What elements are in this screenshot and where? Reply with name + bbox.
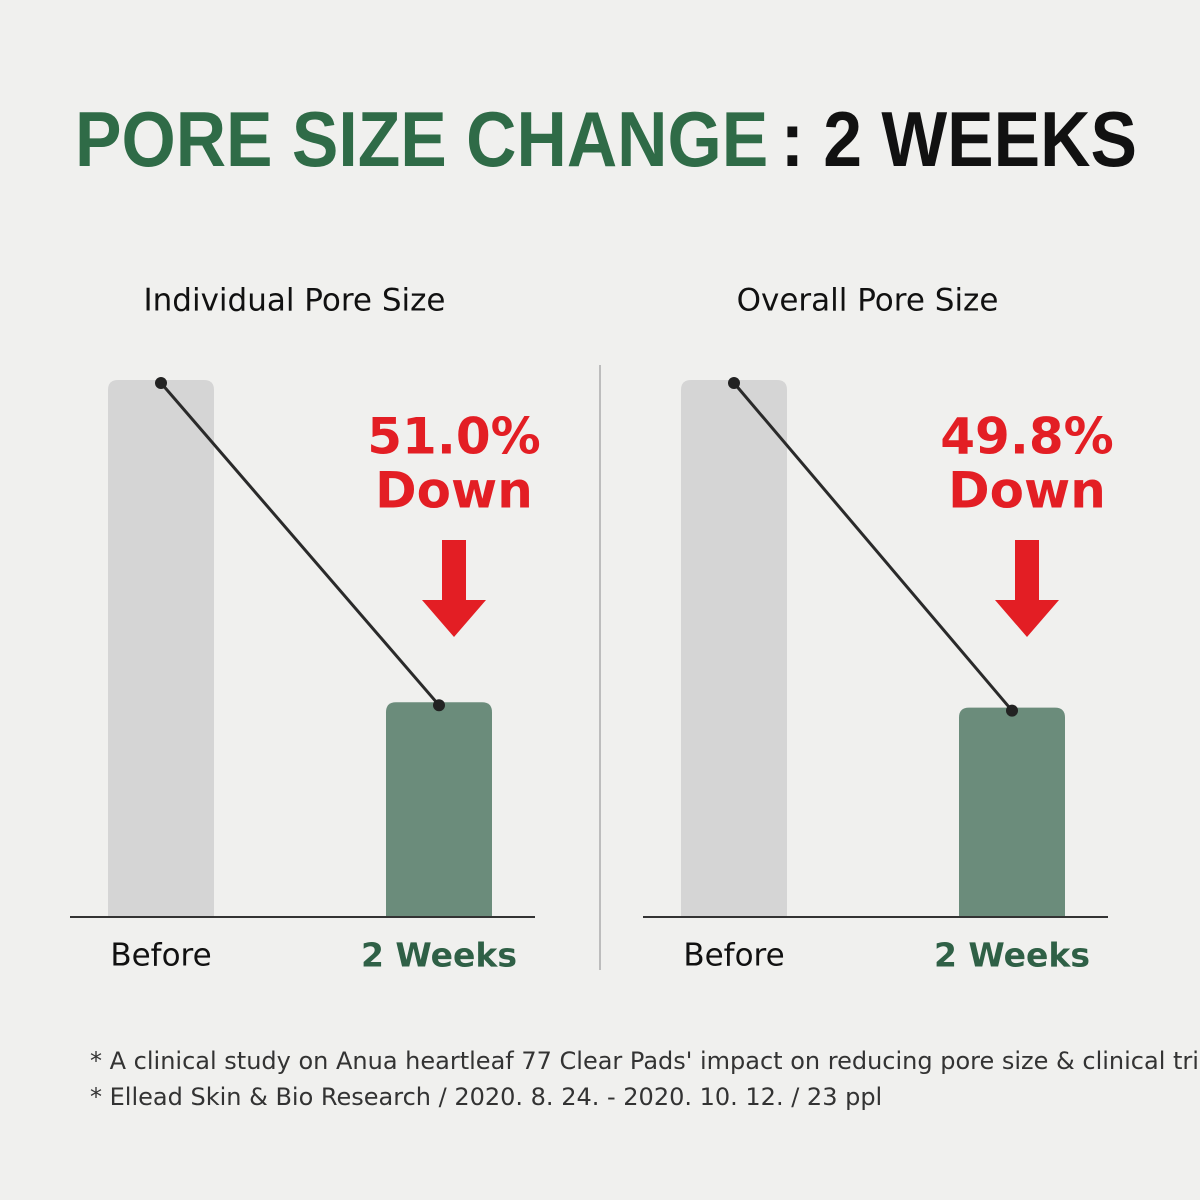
annotation: Down [375,462,533,520]
x-tick-label: 2 Weeks [361,936,517,975]
trend-dot [1006,704,1018,717]
down-arrow [422,540,486,637]
chart-title: Overall Pore Size [737,283,999,319]
footnote: * A clinical study on Anua heartleaf 77 … [90,1047,1200,1075]
annotation: 51.0% [367,408,540,466]
title-main: PORE SIZE CHANGE [75,95,768,183]
bar [959,707,1065,917]
bar [108,380,214,917]
title-sub: : 2 WEEKS [781,95,1137,183]
trend-dot [155,377,167,389]
trend-line [732,382,1014,712]
x-tick-label: 2 Weeks [934,936,1090,975]
footnote: * Ellead Skin & Bio Research / 2020. 8. … [90,1083,882,1111]
x-tick-label: Before [110,938,211,974]
bar [386,702,492,917]
annotation: Down [948,462,1106,520]
chart-title: Individual Pore Size [143,283,445,319]
page-title: PORE SIZE CHANGE: 2 WEEKS [75,95,1137,183]
annotation: 49.8% [940,408,1113,466]
trend-dot [728,377,740,389]
x-tick-label: Before [683,938,784,974]
trend-dot [433,699,445,712]
down-arrow [995,540,1059,637]
trend-line [159,382,441,707]
bar [681,380,787,917]
